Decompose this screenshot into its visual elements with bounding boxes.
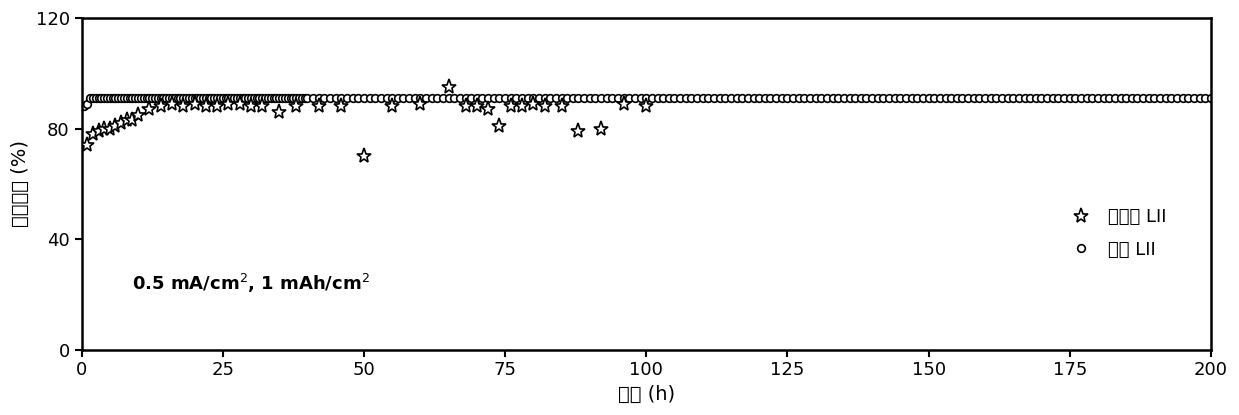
采用 LII: [317, 96, 332, 101]
采用 LII: [77, 104, 92, 109]
未采用 LII: [413, 101, 427, 106]
未采用 LII: [92, 129, 107, 134]
未采用 LII: [470, 104, 484, 109]
未采用 LII: [616, 101, 631, 106]
Text: 0.5 mA/cm$^2$, 1 mAh/cm$^2$: 0.5 mA/cm$^2$, 1 mAh/cm$^2$: [133, 272, 370, 295]
X-axis label: 时间 (h): 时间 (h): [618, 385, 675, 404]
未采用 LII: [458, 104, 473, 109]
未采用 LII: [244, 104, 259, 109]
采用 LII: [752, 96, 767, 101]
未采用 LII: [538, 104, 553, 109]
未采用 LII: [79, 143, 94, 148]
未采用 LII: [639, 104, 654, 109]
未采用 LII: [165, 101, 180, 106]
采用 LII: [83, 96, 98, 101]
未采用 LII: [357, 154, 372, 159]
未采用 LII: [271, 110, 286, 115]
未采用 LII: [385, 104, 400, 109]
未采用 LII: [232, 101, 247, 106]
未采用 LII: [187, 101, 202, 106]
未采用 LII: [119, 118, 134, 123]
未采用 LII: [176, 104, 191, 109]
未采用 LII: [142, 107, 157, 112]
采用 LII: [1113, 96, 1127, 101]
未采用 LII: [108, 123, 123, 128]
未采用 LII: [97, 126, 112, 131]
未采用 LII: [125, 118, 140, 123]
未采用 LII: [154, 104, 169, 109]
未采用 LII: [441, 85, 456, 90]
未采用 LII: [492, 123, 507, 128]
未采用 LII: [514, 104, 529, 109]
未采用 LII: [571, 129, 586, 134]
未采用 LII: [503, 104, 518, 109]
未采用 LII: [289, 104, 304, 109]
Line: 采用 LII: 采用 LII: [81, 94, 1214, 110]
Legend: 未采用 LII, 采用 LII: 未采用 LII, 采用 LII: [1056, 201, 1173, 266]
未采用 LII: [481, 107, 496, 112]
未采用 LII: [130, 112, 145, 117]
未采用 LII: [333, 104, 348, 109]
未采用 LII: [255, 104, 270, 109]
未采用 LII: [525, 101, 540, 106]
Line: 未采用 LII: 未采用 LII: [79, 80, 654, 164]
未采用 LII: [209, 104, 224, 109]
未采用 LII: [114, 121, 129, 126]
采用 LII: [125, 96, 140, 101]
未采用 LII: [593, 126, 608, 131]
采用 LII: [1203, 96, 1218, 101]
未采用 LII: [198, 104, 213, 109]
未采用 LII: [85, 132, 100, 137]
未采用 LII: [221, 101, 235, 106]
采用 LII: [108, 96, 123, 101]
Y-axis label: 库伦效率 (%): 库伦效率 (%): [11, 140, 30, 227]
未采用 LII: [311, 104, 326, 109]
采用 LII: [187, 96, 202, 101]
未采用 LII: [554, 104, 569, 109]
未采用 LII: [103, 126, 118, 131]
